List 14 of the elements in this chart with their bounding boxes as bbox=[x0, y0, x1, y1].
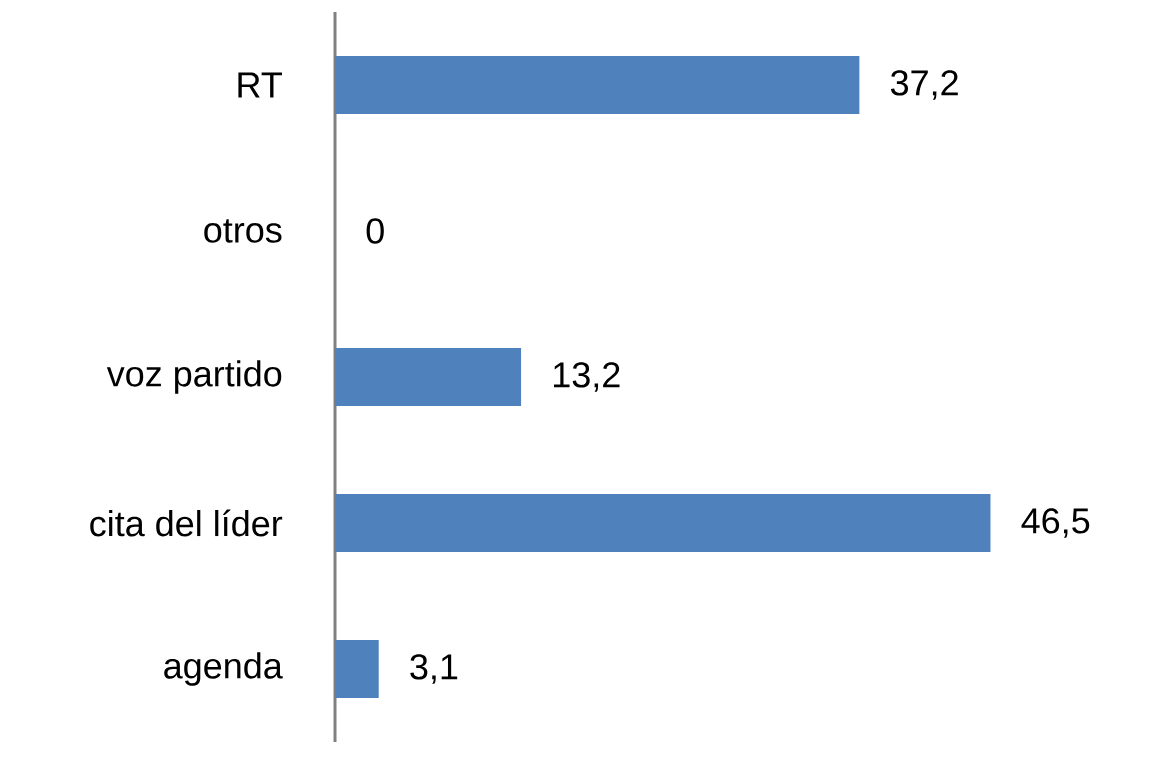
bar bbox=[335, 493, 991, 552]
y-tick-label: voz partido bbox=[106, 360, 282, 394]
data-label: 46,5 bbox=[1021, 508, 1090, 538]
y-tick-label: RT bbox=[238, 72, 282, 98]
data-label: 37,2 bbox=[890, 70, 958, 100]
y-tick-label: cita del líder bbox=[90, 509, 283, 537]
bar bbox=[335, 55, 860, 114]
y-tick-label: otros bbox=[204, 219, 282, 243]
y-tick-label: agenda bbox=[164, 652, 283, 686]
data-label: 13,2 bbox=[554, 362, 620, 392]
data-label: 3,1 bbox=[410, 654, 458, 684]
data-label: 0 bbox=[366, 218, 384, 244]
bar bbox=[335, 639, 379, 698]
bar bbox=[335, 347, 522, 406]
